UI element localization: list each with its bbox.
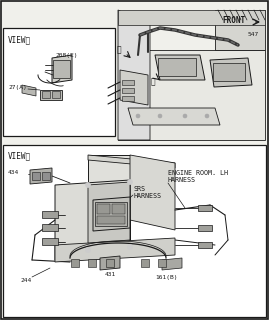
- Polygon shape: [30, 168, 52, 184]
- Text: 547: 547: [248, 32, 259, 37]
- Text: ENGINE ROOM. LH
HARNESS: ENGINE ROOM. LH HARNESS: [168, 170, 228, 183]
- Polygon shape: [55, 180, 130, 260]
- Text: Ⓐ: Ⓐ: [117, 45, 121, 54]
- Polygon shape: [162, 258, 182, 270]
- Bar: [52, 91, 60, 98]
- Circle shape: [136, 114, 140, 118]
- Circle shape: [128, 180, 133, 185]
- Bar: [213, 63, 245, 81]
- Bar: [122, 88, 134, 93]
- Polygon shape: [22, 85, 36, 96]
- Polygon shape: [158, 259, 166, 267]
- Bar: [122, 96, 134, 101]
- Text: 27(A): 27(A): [8, 85, 27, 90]
- Polygon shape: [88, 155, 175, 168]
- Polygon shape: [42, 238, 58, 245]
- Bar: [53, 60, 70, 78]
- Polygon shape: [55, 238, 175, 262]
- Text: 434: 434: [8, 170, 19, 175]
- Text: 244: 244: [20, 278, 31, 283]
- Polygon shape: [130, 155, 175, 230]
- Bar: [103, 82, 109, 86]
- Polygon shape: [198, 205, 212, 211]
- Bar: [42, 91, 50, 98]
- Text: VIEWⒶ: VIEWⒶ: [8, 35, 31, 44]
- Text: SRS
HARNESS: SRS HARNESS: [133, 186, 161, 199]
- Polygon shape: [141, 259, 149, 267]
- Bar: [158, 58, 196, 76]
- Polygon shape: [40, 90, 62, 100]
- Circle shape: [128, 244, 133, 250]
- Circle shape: [86, 182, 90, 188]
- Text: 161(B): 161(B): [155, 275, 178, 280]
- Polygon shape: [42, 211, 58, 218]
- Bar: [103, 90, 109, 94]
- Polygon shape: [42, 224, 58, 231]
- Circle shape: [158, 114, 162, 118]
- Circle shape: [86, 247, 90, 252]
- Text: FRONT: FRONT: [222, 16, 245, 25]
- Bar: [122, 80, 134, 85]
- Polygon shape: [118, 10, 150, 140]
- Polygon shape: [71, 259, 79, 267]
- Polygon shape: [215, 10, 265, 50]
- Bar: [103, 98, 109, 102]
- Text: VIEWⒷ: VIEWⒷ: [8, 151, 31, 160]
- Polygon shape: [88, 259, 96, 267]
- Bar: [112, 204, 125, 214]
- Bar: [97, 204, 110, 214]
- Polygon shape: [118, 10, 265, 25]
- Polygon shape: [93, 197, 130, 231]
- Polygon shape: [52, 55, 72, 83]
- Bar: [3, 145, 266, 317]
- Text: 208(E): 208(E): [55, 53, 77, 58]
- Polygon shape: [155, 55, 205, 80]
- Polygon shape: [120, 70, 148, 105]
- Bar: [32, 172, 40, 180]
- Bar: [97, 216, 125, 224]
- Text: 431: 431: [105, 272, 116, 277]
- Polygon shape: [128, 108, 220, 125]
- Text: Ⓑ: Ⓑ: [151, 77, 155, 86]
- Bar: [42, 172, 50, 180]
- Polygon shape: [106, 259, 114, 267]
- Polygon shape: [118, 50, 265, 140]
- Polygon shape: [198, 225, 212, 231]
- Polygon shape: [210, 58, 252, 87]
- Polygon shape: [100, 256, 120, 270]
- Bar: [95, 202, 127, 226]
- Circle shape: [183, 114, 187, 118]
- Circle shape: [205, 114, 209, 118]
- Polygon shape: [88, 155, 130, 255]
- Bar: [3, 28, 115, 136]
- Polygon shape: [88, 182, 130, 243]
- Polygon shape: [198, 242, 212, 248]
